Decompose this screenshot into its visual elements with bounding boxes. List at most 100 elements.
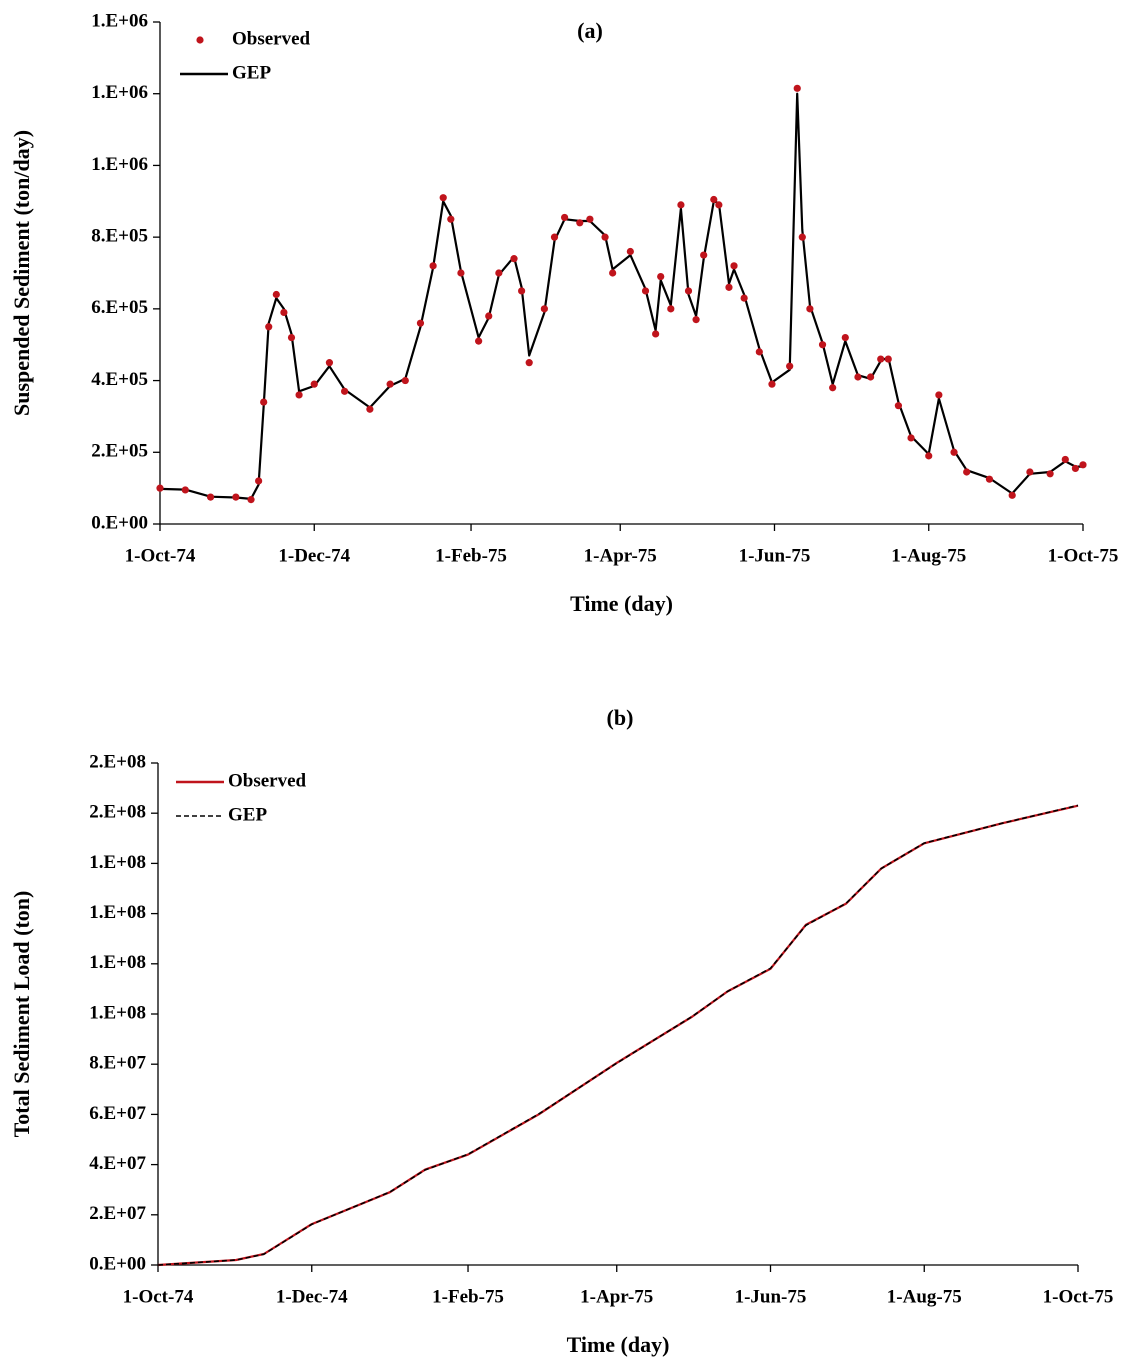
data-point [829,384,837,392]
y-tick-label: 2.E+07 [89,1203,146,1224]
data-point [156,484,164,492]
data-point [700,251,708,259]
data-point [518,287,526,295]
data-point [495,269,503,277]
x-tick-label: 1-Oct-74 [125,545,196,566]
y-tick-label: 1.E+06 [91,154,148,175]
data-point [525,359,533,367]
data-point [730,262,738,270]
data-point [586,215,594,223]
data-point [657,272,665,281]
y-tick-label: 1.E+08 [89,852,146,873]
x-tick-label: 1-Aug-75 [887,1286,962,1307]
data-point [877,355,885,363]
data-point [447,215,455,223]
data-point [439,194,447,202]
legend-label: Observed [232,28,311,49]
legend-label: GEP [228,804,267,825]
data-point [416,319,425,327]
data-point [247,496,255,504]
data-point [1026,468,1034,476]
y-axis-title: Total Sediment Load (ton) [9,891,34,1138]
y-tick-label: 2.E+05 [91,441,148,462]
data-point [854,373,862,381]
data-point [485,312,493,320]
data-point [894,402,903,410]
data-point [755,348,763,356]
data-point [601,233,609,241]
data-point [768,380,776,388]
y-tick-label: 6.E+07 [89,1103,146,1124]
data-point [692,316,700,324]
y-tick-label: 6.E+05 [91,297,148,318]
data-point [550,233,559,241]
y-tick-label: 1.E+08 [89,1002,146,1023]
y-tick-label: 4.E+07 [89,1153,146,1174]
data-point [609,269,617,277]
data-point [295,391,303,399]
x-tick-label: 1-Apr-75 [580,1286,653,1307]
data-point [429,262,437,270]
data-point [710,195,718,204]
y-tick-label: 0.E+00 [91,512,148,533]
data-point [684,287,693,295]
y-tick-label: 1.E+08 [89,952,146,973]
data-point [841,333,849,342]
data-point [510,255,518,263]
data-point [561,213,569,222]
y-tick-label: 1.E+08 [89,902,146,923]
data-point [641,287,650,295]
data-point [260,398,268,406]
y-tick-label: 2.E+08 [89,802,146,823]
data-point [626,247,634,256]
data-point [793,84,801,92]
data-point [265,323,273,331]
series-line [157,804,1079,1266]
data-point [806,305,814,313]
x-tick-label: 1-Feb-75 [432,1286,504,1307]
data-point [985,475,994,483]
data-point [652,330,660,338]
data-point [280,308,288,317]
data-point [818,341,827,349]
data-point [907,434,915,442]
series-line [159,92,1083,500]
data-point [950,448,958,456]
data-point [232,493,240,501]
y-tick-label: 8.E+05 [91,226,148,247]
data-point [1071,464,1080,473]
legend-label: GEP [232,62,271,83]
y-tick-label: 2.E+08 [89,751,146,772]
y-tick-label: 1.E+06 [91,82,148,103]
y-tick-label: 4.E+05 [91,369,148,390]
data-point [475,337,483,345]
data-point [341,387,349,395]
data-point [725,283,733,291]
data-point [1079,461,1087,469]
data-point [740,294,748,302]
x-tick-label: 1-Dec-74 [278,545,350,566]
x-tick-label: 1-Apr-75 [584,545,657,566]
x-tick-label: 1-Feb-75 [435,545,507,566]
x-tick-label: 1-Aug-75 [891,545,966,566]
data-point [786,362,794,370]
y-tick-label: 0.E+00 [89,1253,146,1274]
data-point [457,269,465,277]
series-line [157,804,1079,1267]
data-point [540,305,548,313]
data-point [963,468,971,476]
data-point [366,405,374,413]
data-point [1046,470,1054,478]
data-point [576,219,584,227]
x-tick-label: 1-Dec-74 [276,1286,348,1307]
data-point [1008,491,1016,499]
data-point [1061,455,1069,464]
data-point [310,380,318,388]
data-point [206,493,215,501]
data-point [935,391,943,399]
chart-title: (b) [607,705,634,730]
data-point [677,201,685,209]
legend-marker [196,36,204,44]
data-point [798,233,806,241]
